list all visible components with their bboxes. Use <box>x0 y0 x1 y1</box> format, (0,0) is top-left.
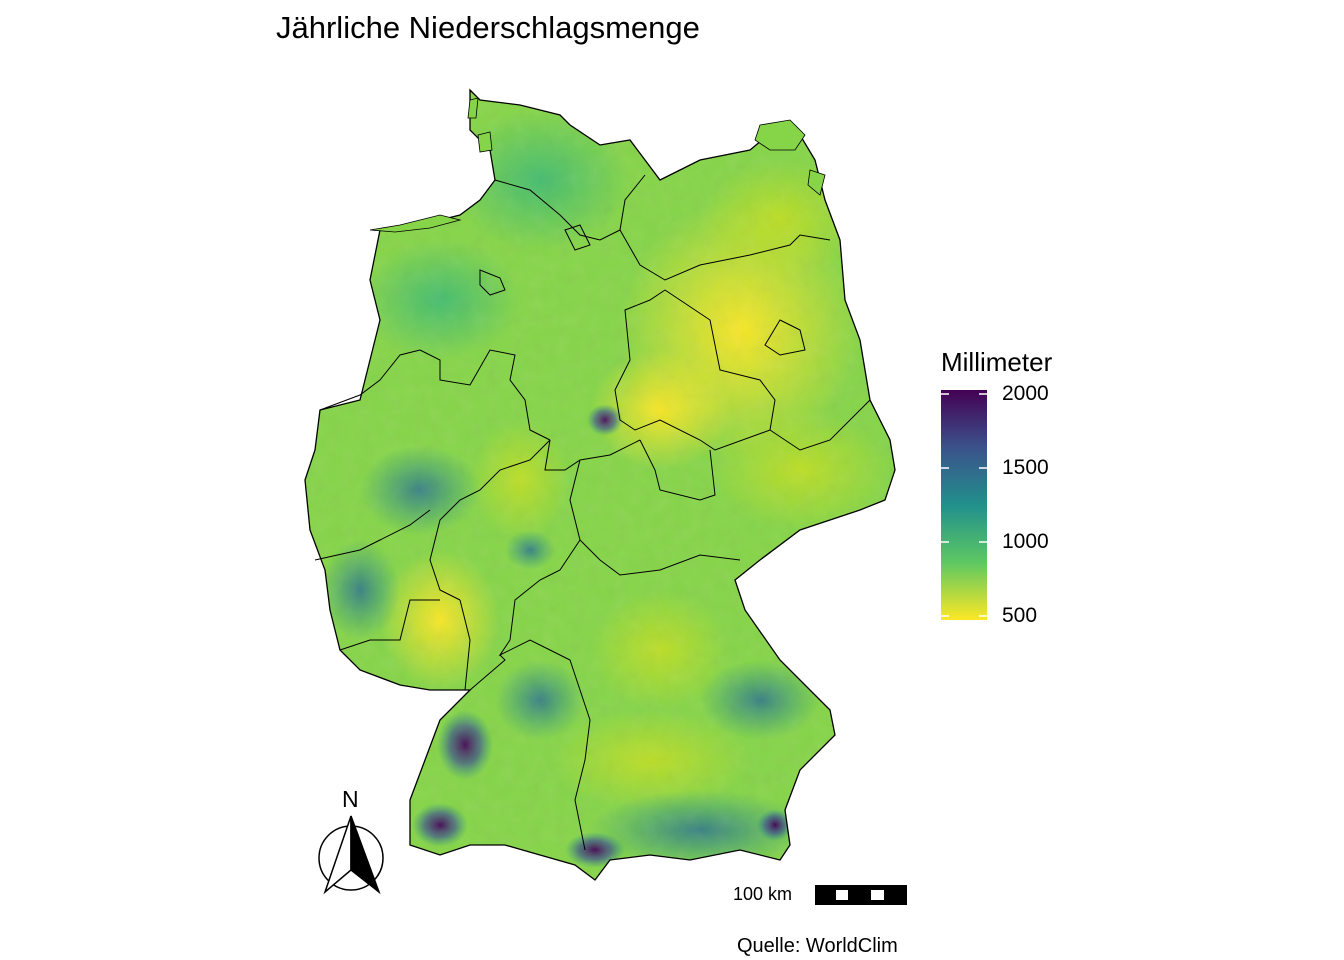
legend-title: Millimeter <box>941 347 1053 377</box>
map-title: Jährliche Niederschlagsmenge <box>276 10 700 45</box>
islands <box>369 97 826 233</box>
scale-bar-label: 100 km <box>733 884 793 904</box>
north-label: N <box>342 786 359 812</box>
legend-tick-label: 1500 <box>1002 456 1049 479</box>
raster-layer <box>305 90 895 880</box>
scale-bar <box>815 885 907 905</box>
legend-colorbar <box>941 390 987 620</box>
legend-tick-label: 500 <box>1002 604 1038 627</box>
state-borders <box>314 174 871 851</box>
legend-tick-label: 1000 <box>1002 530 1049 553</box>
legend-tick-label: 2000 <box>1002 382 1049 405</box>
north-arrow-icon <box>318 815 384 895</box>
source-caption: Quelle: WorldClim <box>737 935 898 957</box>
